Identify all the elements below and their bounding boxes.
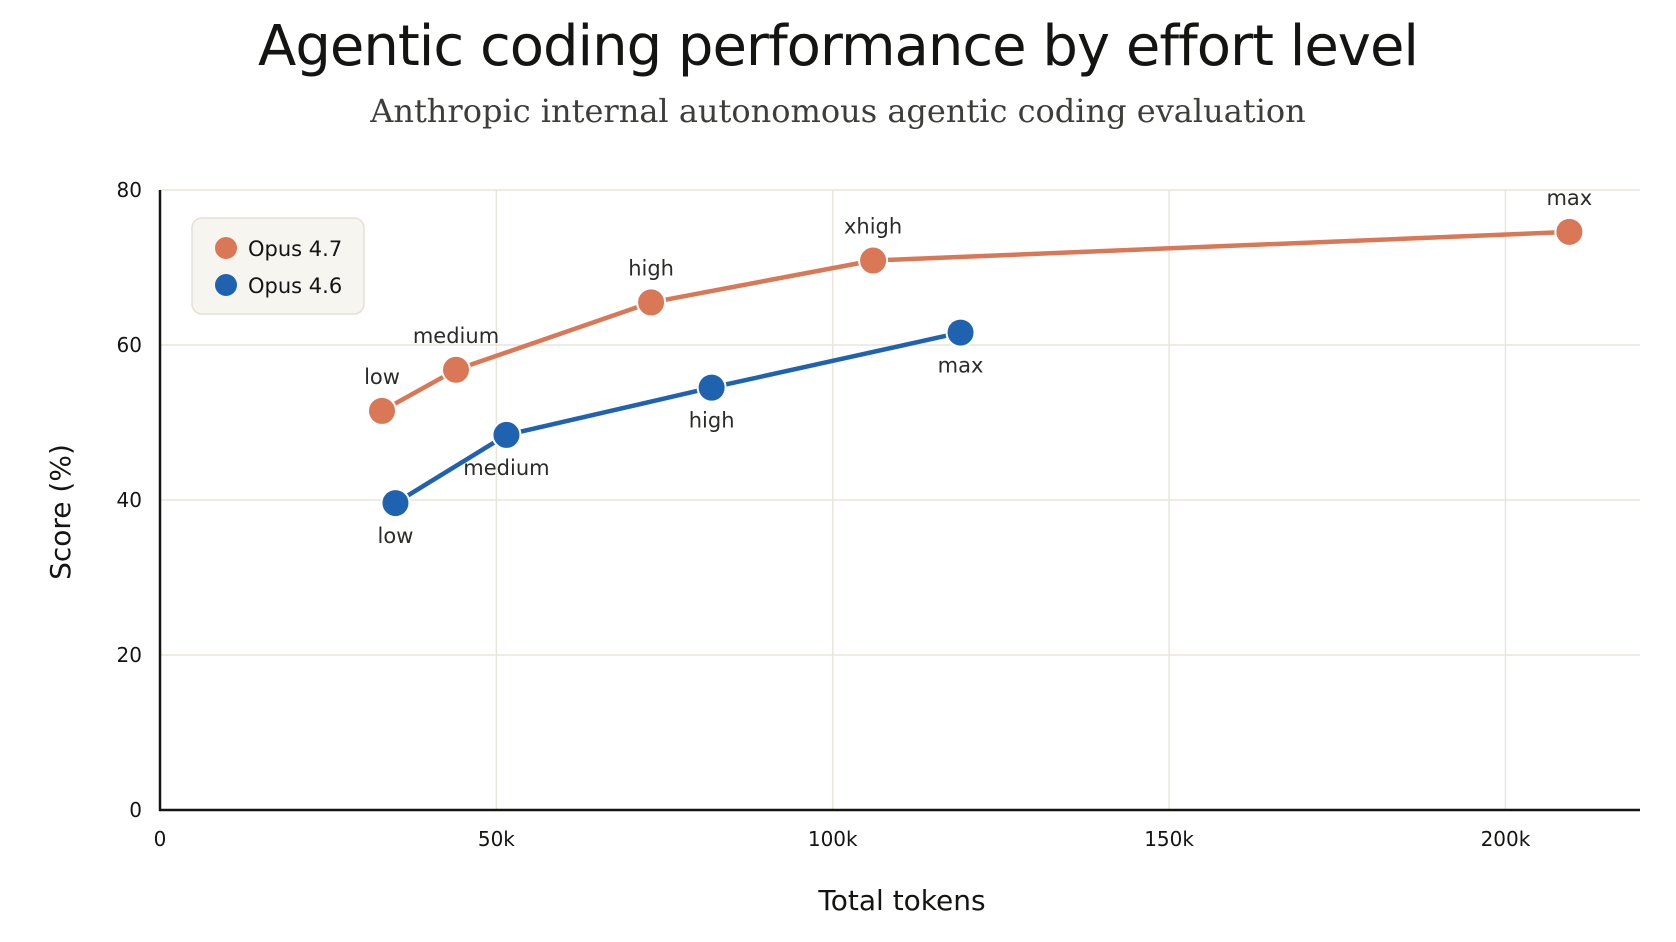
data-point bbox=[380, 488, 411, 519]
x-tick-label: 150k bbox=[1144, 827, 1194, 851]
data-label: low bbox=[378, 524, 414, 548]
chart-subtitle: Anthropic internal autonomous agentic co… bbox=[370, 92, 1306, 130]
data-point bbox=[636, 287, 667, 318]
data-point bbox=[1554, 216, 1585, 247]
data-label: medium bbox=[413, 324, 499, 348]
x-axis-title: Total tokens bbox=[817, 884, 985, 917]
legend-label: Opus 4.7 bbox=[248, 237, 342, 261]
data-point bbox=[491, 419, 522, 450]
series-opus-4-7: low medium high xhigh max bbox=[364, 186, 1592, 426]
legend-box bbox=[191, 217, 365, 315]
data-point bbox=[696, 372, 727, 403]
y-tick-label: 40 bbox=[117, 488, 142, 512]
x-tick-label: 50k bbox=[478, 827, 515, 851]
series: low medium high xhigh max low medium high max bbox=[364, 186, 1592, 548]
legend-label: Opus 4.6 bbox=[248, 274, 342, 298]
x-tick-label: 200k bbox=[1481, 827, 1531, 851]
data-point bbox=[945, 317, 976, 348]
data-label: medium bbox=[463, 456, 549, 480]
data-label: high bbox=[689, 409, 735, 433]
series-line bbox=[379, 229, 1572, 414]
series-line bbox=[393, 330, 963, 506]
series-opus-4-6: low medium high max bbox=[378, 317, 984, 548]
data-label: max bbox=[1546, 186, 1592, 210]
data-point bbox=[367, 395, 397, 426]
y-tick-label: 20 bbox=[117, 643, 142, 667]
legend: Opus 4.7 Opus 4.6 bbox=[191, 217, 365, 315]
y-tick-label: 0 bbox=[129, 798, 142, 822]
data-label: xhigh bbox=[844, 215, 902, 239]
data-label: high bbox=[628, 256, 674, 280]
x-tick-label: 100k bbox=[808, 827, 858, 851]
data-label: max bbox=[938, 354, 984, 378]
axes: 0 20 40 60 80 0 50k 100k 150k 200k Total tokens Sco… bbox=[44, 178, 1640, 917]
y-tick-label: 80 bbox=[117, 178, 142, 202]
legend-marker bbox=[215, 237, 237, 259]
data-point bbox=[858, 245, 889, 276]
chart-title: Agentic coding performance by effort lev… bbox=[258, 14, 1419, 79]
data-point bbox=[441, 354, 471, 385]
data-label: low bbox=[364, 365, 400, 389]
legend-marker bbox=[215, 274, 237, 296]
y-tick-label: 60 bbox=[117, 333, 142, 357]
y-axis-title: Score (%) bbox=[44, 444, 77, 580]
x-tick-label: 0 bbox=[154, 827, 167, 851]
